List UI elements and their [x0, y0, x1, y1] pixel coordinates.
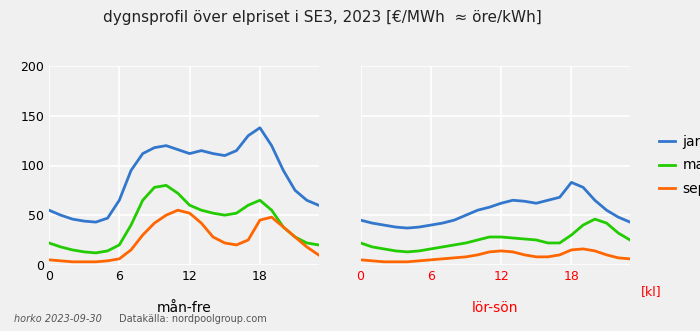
- Text: Datakälla: nordpoolgroup.com: Datakälla: nordpoolgroup.com: [119, 314, 267, 324]
- Legend: januari, maj, september: januari, maj, september: [653, 129, 700, 202]
- Text: mån-fre: mån-fre: [156, 301, 211, 314]
- Text: dygnsprofil över elpriset i SE3, 2023 [€/MWh  ≈ öre/kWh]: dygnsprofil över elpriset i SE3, 2023 [€…: [103, 10, 541, 25]
- Text: [kl]: [kl]: [640, 285, 661, 298]
- Text: horko 2023-09-30: horko 2023-09-30: [14, 314, 102, 324]
- Text: lör-sön: lör-sön: [472, 301, 519, 314]
